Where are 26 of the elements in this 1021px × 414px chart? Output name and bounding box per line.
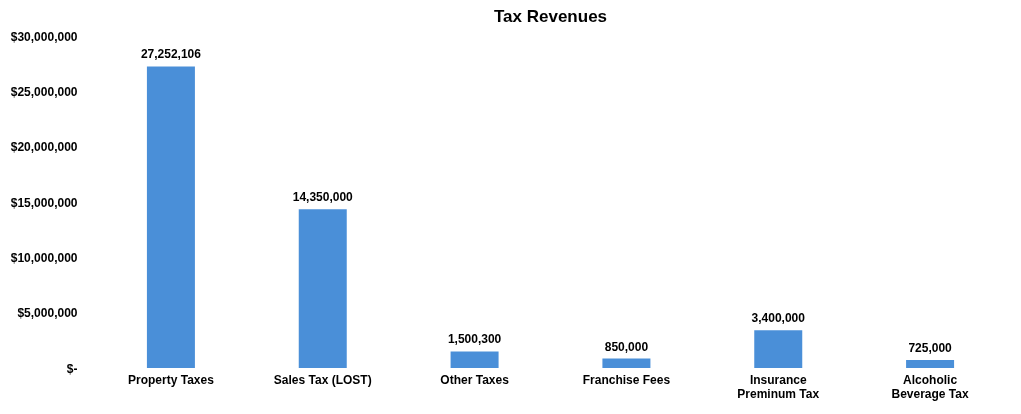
data-label: 1,500,300 bbox=[447, 332, 502, 347]
bar bbox=[298, 209, 347, 368]
data-label: 27,252,106 bbox=[140, 47, 202, 62]
data-label: 850,000 bbox=[604, 339, 649, 354]
x-tick-label: Franchise Fees bbox=[582, 372, 671, 387]
y-tick-label: $- bbox=[66, 361, 78, 376]
bar bbox=[906, 359, 955, 368]
y-tick-label: $30,000,000 bbox=[10, 29, 78, 44]
chart-title: Tax Revenues bbox=[493, 7, 608, 26]
y-tick-label: $10,000,000 bbox=[10, 250, 78, 265]
y-tick-label: $25,000,000 bbox=[10, 84, 78, 99]
x-tick-label: Other Taxes bbox=[440, 372, 510, 387]
y-tick-label: $5,000,000 bbox=[17, 306, 78, 321]
data-label: 3,400,000 bbox=[751, 311, 806, 326]
data-label: 14,350,000 bbox=[292, 190, 354, 205]
y-tick-label: $15,000,000 bbox=[10, 195, 78, 210]
x-tick-label: Property Taxes bbox=[128, 372, 215, 387]
bar bbox=[602, 358, 651, 368]
bar bbox=[146, 66, 195, 368]
bar bbox=[754, 330, 803, 368]
x-tick-label: Alcoholic Beverage Tax bbox=[891, 372, 969, 401]
data-label: 725,000 bbox=[908, 340, 953, 355]
bar bbox=[450, 351, 499, 368]
x-tick-label: Sales Tax (LOST) bbox=[273, 372, 372, 387]
y-tick-label: $20,000,000 bbox=[10, 140, 78, 155]
x-tick-label: Insurance Preminum Tax bbox=[737, 372, 820, 401]
